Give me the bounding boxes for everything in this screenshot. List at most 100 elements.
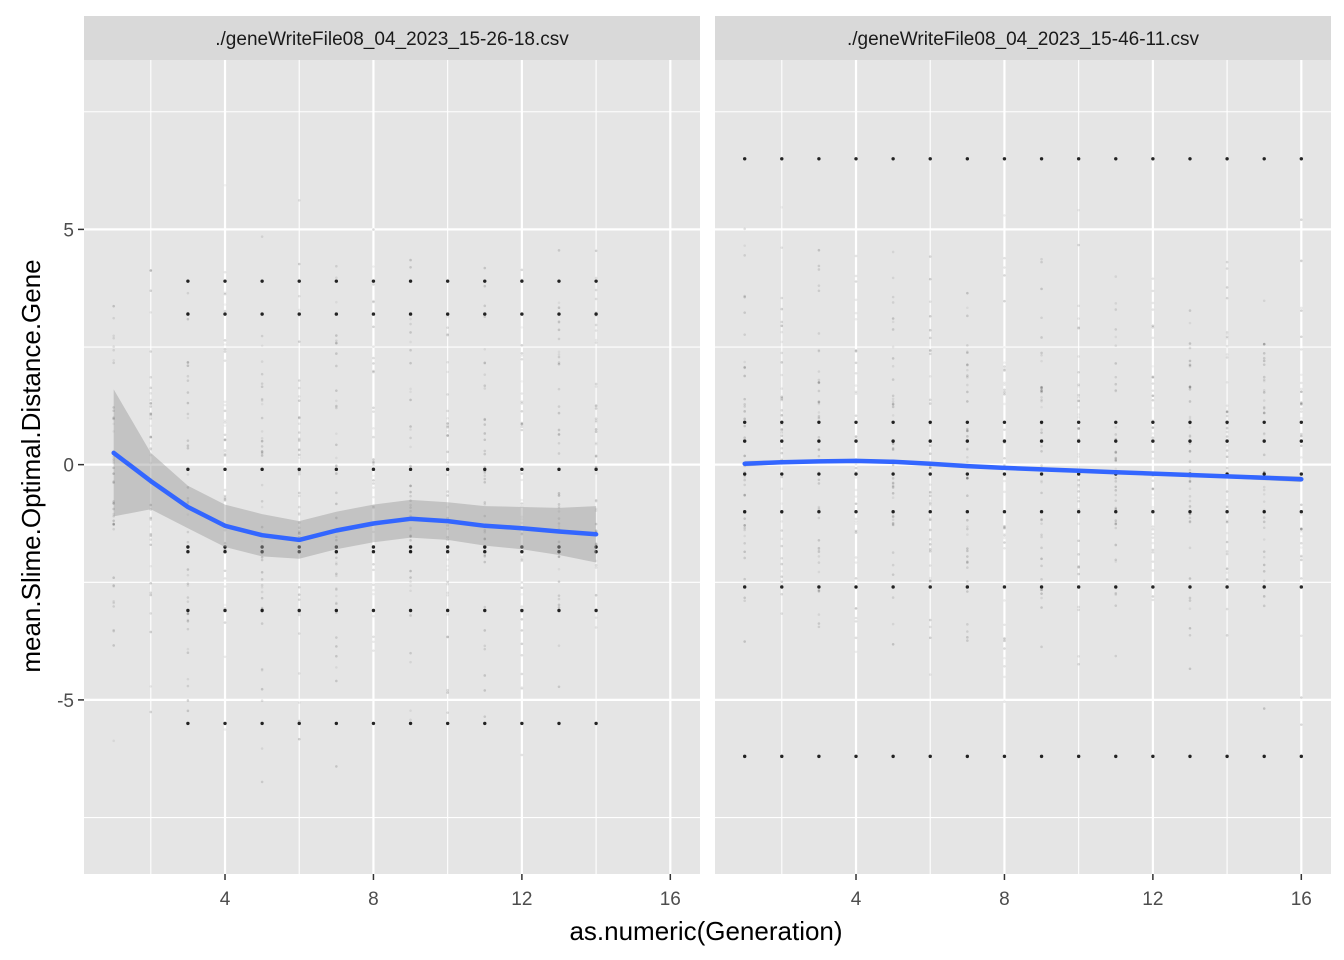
data-point <box>557 355 561 359</box>
data-point <box>1040 450 1043 453</box>
data-point <box>557 350 561 354</box>
data-point <box>112 576 115 580</box>
data-point <box>854 371 858 375</box>
data-point <box>483 474 487 478</box>
data-point <box>1077 452 1080 456</box>
data-point <box>1188 385 1192 389</box>
data-point-cluster <box>260 608 264 613</box>
data-point-cluster <box>223 312 227 316</box>
data-point <box>446 434 449 438</box>
data-point <box>1300 634 1303 638</box>
data-point <box>1003 383 1006 387</box>
data-point <box>557 506 561 510</box>
data-point <box>483 537 487 541</box>
data-point <box>186 709 190 713</box>
data-point <box>743 244 746 247</box>
data-point <box>1077 355 1080 358</box>
data-point <box>743 360 746 364</box>
data-point <box>409 445 412 449</box>
data-point <box>891 515 895 519</box>
data-point <box>1114 362 1118 365</box>
data-point <box>1114 480 1118 483</box>
data-point <box>594 529 598 532</box>
data-point <box>1300 444 1303 448</box>
data-point-cluster <box>371 312 376 316</box>
data-point <box>186 401 190 405</box>
data-point-cluster <box>557 279 561 283</box>
data-point <box>372 649 375 652</box>
data-point <box>1225 449 1229 452</box>
data-point <box>1262 516 1266 519</box>
data-point <box>854 616 858 620</box>
data-point <box>1040 546 1043 550</box>
data-point <box>1151 336 1155 340</box>
data-point <box>186 699 190 702</box>
data-point <box>1003 479 1006 483</box>
data-point <box>1077 485 1080 489</box>
data-point <box>928 618 932 622</box>
data-point <box>1151 479 1155 482</box>
data-point <box>817 570 821 574</box>
data-point <box>335 334 338 337</box>
data-point <box>1040 257 1043 261</box>
data-point <box>409 340 412 344</box>
data-point <box>594 616 598 619</box>
data-point <box>1188 442 1192 445</box>
data-point <box>483 537 487 540</box>
data-point <box>780 206 784 209</box>
data-point <box>446 315 449 319</box>
data-point <box>743 405 746 408</box>
data-point <box>1114 456 1118 460</box>
data-point <box>186 647 190 651</box>
data-point <box>854 317 858 321</box>
data-point <box>817 435 821 439</box>
data-point <box>112 458 115 461</box>
data-point <box>1262 563 1266 567</box>
data-point <box>817 389 821 393</box>
data-point-cluster <box>483 721 487 726</box>
data-point <box>891 301 895 304</box>
data-point <box>557 517 561 520</box>
data-point <box>594 249 598 253</box>
data-point <box>1262 570 1266 573</box>
data-point <box>928 465 932 469</box>
data-point <box>1040 395 1043 399</box>
data-point <box>1188 599 1192 602</box>
data-point <box>149 593 153 597</box>
data-point-cluster <box>557 608 561 613</box>
data-point <box>1225 466 1229 470</box>
data-point <box>780 431 784 434</box>
data-point <box>1262 707 1266 710</box>
data-point <box>1077 399 1080 403</box>
data-point <box>780 324 784 328</box>
data-point <box>372 562 375 566</box>
data-point <box>743 526 746 530</box>
data-point <box>557 361 561 364</box>
data-point <box>594 417 598 421</box>
data-point <box>966 476 969 480</box>
data-point <box>260 450 264 453</box>
data-point <box>409 390 412 394</box>
data-point <box>743 478 746 482</box>
data-point <box>112 416 115 420</box>
data-point <box>409 660 412 664</box>
data-point <box>260 372 264 376</box>
data-point <box>1077 483 1080 486</box>
data-point-cluster <box>742 754 747 759</box>
data-point <box>1040 336 1043 339</box>
data-point <box>1262 538 1266 541</box>
data-point <box>112 527 115 531</box>
data-point <box>1188 607 1192 611</box>
data-point <box>1225 356 1229 359</box>
data-point <box>557 328 561 332</box>
data-point <box>112 334 115 338</box>
data-point <box>520 532 524 536</box>
data-point <box>854 298 858 302</box>
data-point <box>483 449 487 453</box>
data-point <box>780 520 784 523</box>
data-point <box>297 585 301 589</box>
data-point <box>186 582 190 585</box>
data-point <box>928 491 932 494</box>
data-point-cluster <box>928 439 932 443</box>
